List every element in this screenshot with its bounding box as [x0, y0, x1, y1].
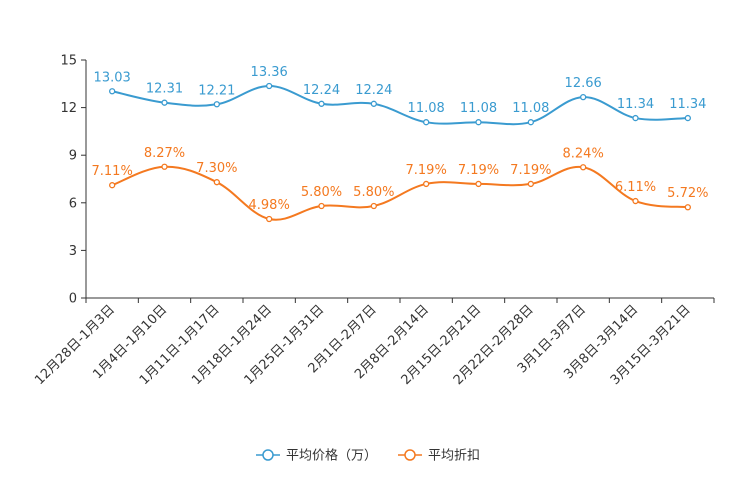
data-label: 12.66 [565, 76, 602, 91]
data-label: 8.24% [563, 146, 604, 161]
data-point[interactable] [632, 114, 639, 122]
data-point[interactable] [527, 119, 534, 126]
data-label: 5.80% [353, 185, 394, 200]
data-point[interactable] [266, 215, 273, 223]
data-point[interactable] [109, 88, 116, 95]
data-label: 13.03 [94, 70, 131, 85]
data-label: 7.19% [510, 163, 551, 178]
legend-marker-icon [404, 449, 416, 461]
data-point[interactable] [266, 82, 273, 90]
legend-item-2[interactable]: 平均折扣 [398, 449, 480, 464]
data-point[interactable] [423, 180, 430, 188]
data-label: 13.36 [251, 65, 288, 80]
y-tick-label: 3 [69, 244, 77, 259]
data-label: 5.80% [301, 185, 342, 200]
y-tick-label: 15 [60, 54, 77, 69]
data-point[interactable] [318, 100, 325, 107]
series-1: 13.03 12.31 12.21 13.36 12.24 12.24 11.08 11.08… [94, 65, 706, 126]
data-label: 11.08 [408, 101, 445, 116]
legend-item-1[interactable]: 平均价格（万） [256, 448, 377, 464]
legend-marker-icon [262, 449, 274, 461]
data-point[interactable] [213, 179, 220, 186]
data-label: 12.24 [303, 83, 340, 98]
data-label: 12.31 [146, 82, 183, 97]
series-layer: 13.03 12.31 12.21 13.36 12.24 12.24 11.08 11.08… [92, 65, 708, 223]
data-point[interactable] [161, 99, 168, 106]
data-point[interactable] [684, 114, 691, 122]
series-line [111, 85, 688, 126]
data-label: 7.19% [406, 163, 447, 178]
data-point[interactable] [684, 204, 691, 211]
data-point[interactable] [423, 119, 430, 126]
data-label: 11.08 [460, 101, 497, 116]
data-label: 8.27% [144, 146, 185, 161]
data-point[interactable] [318, 202, 325, 210]
data-label: 4.98% [249, 198, 290, 213]
data-point[interactable] [632, 197, 639, 205]
y-tick-label: 0 [69, 292, 77, 307]
data-label: 12.21 [198, 83, 235, 98]
legend-label: 平均折扣 [428, 449, 480, 464]
data-point[interactable] [161, 163, 168, 170]
y-tick-label: 9 [69, 149, 77, 164]
data-point[interactable] [213, 101, 220, 108]
data-label: 12.24 [355, 83, 392, 98]
data-label: 11.08 [512, 101, 549, 116]
legend[interactable]: 平均价格（万） 平均折扣 [256, 448, 480, 464]
data-label: 7.11% [92, 164, 133, 179]
data-label: 7.19% [458, 163, 499, 178]
data-point[interactable] [370, 202, 377, 210]
data-point[interactable] [527, 180, 534, 188]
data-point[interactable] [475, 119, 482, 126]
data-label: 7.30% [196, 161, 237, 176]
data-label: 5.72% [667, 186, 708, 201]
data-label: 6.11% [615, 180, 656, 195]
data-point[interactable] [580, 164, 587, 171]
data-point[interactable] [475, 180, 482, 188]
data-label: 11.34 [669, 97, 706, 112]
legend-label: 平均价格（万） [286, 448, 377, 464]
data-point[interactable] [370, 100, 377, 107]
data-label: 11.34 [617, 97, 654, 112]
series-2: 7.11% 8.27% 7.30% 4.98% 5.80% 5.80% 7.19% 7.19%… [92, 146, 708, 223]
data-point[interactable] [109, 182, 116, 189]
y-tick-label: 12 [60, 101, 77, 116]
y-tick-label: 6 [69, 196, 77, 211]
data-point[interactable] [580, 93, 587, 101]
